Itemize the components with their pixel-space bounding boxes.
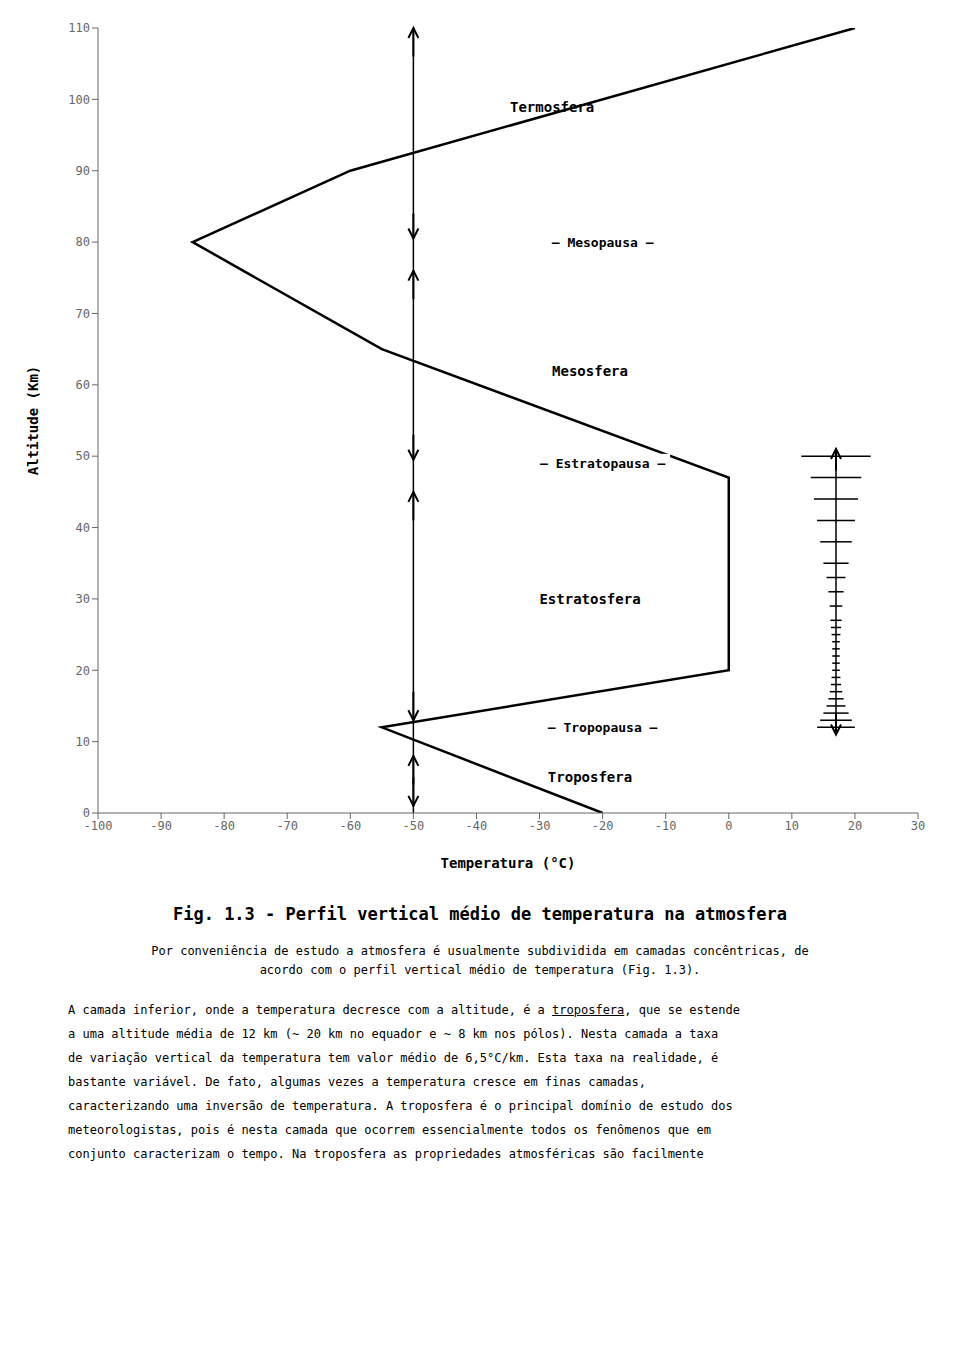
svg-text:-70: -70 [276,819,298,833]
svg-text:Estratosfera: Estratosfera [539,591,640,607]
svg-text:Temperatura (°C): Temperatura (°C) [441,855,576,871]
html-text:bastante variável. De fato, al: bastante variável. De fato, algumas veze… [68,1075,646,1090]
svg-text:— Mesopausa —: — Mesopausa — [552,235,654,250]
svg-text:20: 20 [76,664,90,678]
svg-text:Altitude (Km): Altitude (Km) [25,366,41,476]
svg-text:80: 80 [76,235,90,249]
svg-text:50: 50 [76,449,90,463]
html-text:A camada inferior, onde a temp: A camada inferior, onde a temperatura de… [68,1003,740,1018]
svg-text:0: 0 [83,806,90,820]
svg-text:Mesosfera: Mesosfera [552,363,628,379]
svg-text:70: 70 [76,307,90,321]
html-text:Por conveniência de estudo a a: Por conveniência de estudo a atmosfera é… [151,944,809,978]
svg-text:60: 60 [76,378,90,392]
svg-text:-40: -40 [466,819,488,833]
svg-text:-90: -90 [150,819,172,833]
svg-text:10: 10 [76,735,90,749]
html-text:caracterizando uma inversão de: caracterizando uma inversão de temperatu… [68,1099,733,1114]
svg-text:100: 100 [68,93,90,107]
html-text:conjunto caracterizam o tempo.: conjunto caracterizam o tempo. Na tropos… [68,1147,704,1162]
svg-text:— Tropopausa —: — Tropopausa — [548,720,658,735]
svg-text:-10: -10 [655,819,677,833]
svg-text:-100: -100 [84,819,113,833]
svg-text:40: 40 [76,521,90,535]
svg-text:-50: -50 [403,819,425,833]
svg-text:Troposfera: Troposfera [548,769,632,785]
svg-text:110: 110 [68,21,90,35]
html-text:meteorologistas, pois é nesta: meteorologistas, pois é nesta camada que… [68,1123,711,1138]
svg-text:-20: -20 [592,819,614,833]
svg-text:Termosfera: Termosfera [510,99,594,115]
svg-text:90: 90 [76,164,90,178]
svg-text:-80: -80 [213,819,235,833]
svg-text:30: 30 [76,592,90,606]
svg-text:30: 30 [911,819,925,833]
html-text:Fig. 1.3 - Perfil vertical méd: Fig. 1.3 - Perfil vertical médio de temp… [173,904,787,924]
html-text:de variação vertical da temper: de variação vertical da temperatura tem … [68,1051,719,1066]
svg-text:10: 10 [785,819,799,833]
svg-text:20: 20 [848,819,862,833]
svg-text:0: 0 [725,819,732,833]
svg-text:-60: -60 [339,819,361,833]
svg-text:— Estratopausa —: — Estratopausa — [540,456,665,471]
svg-text:-30: -30 [529,819,551,833]
html-text:a uma altitude média de 12 km: a uma altitude média de 12 km (~ 20 km n… [68,1027,719,1042]
